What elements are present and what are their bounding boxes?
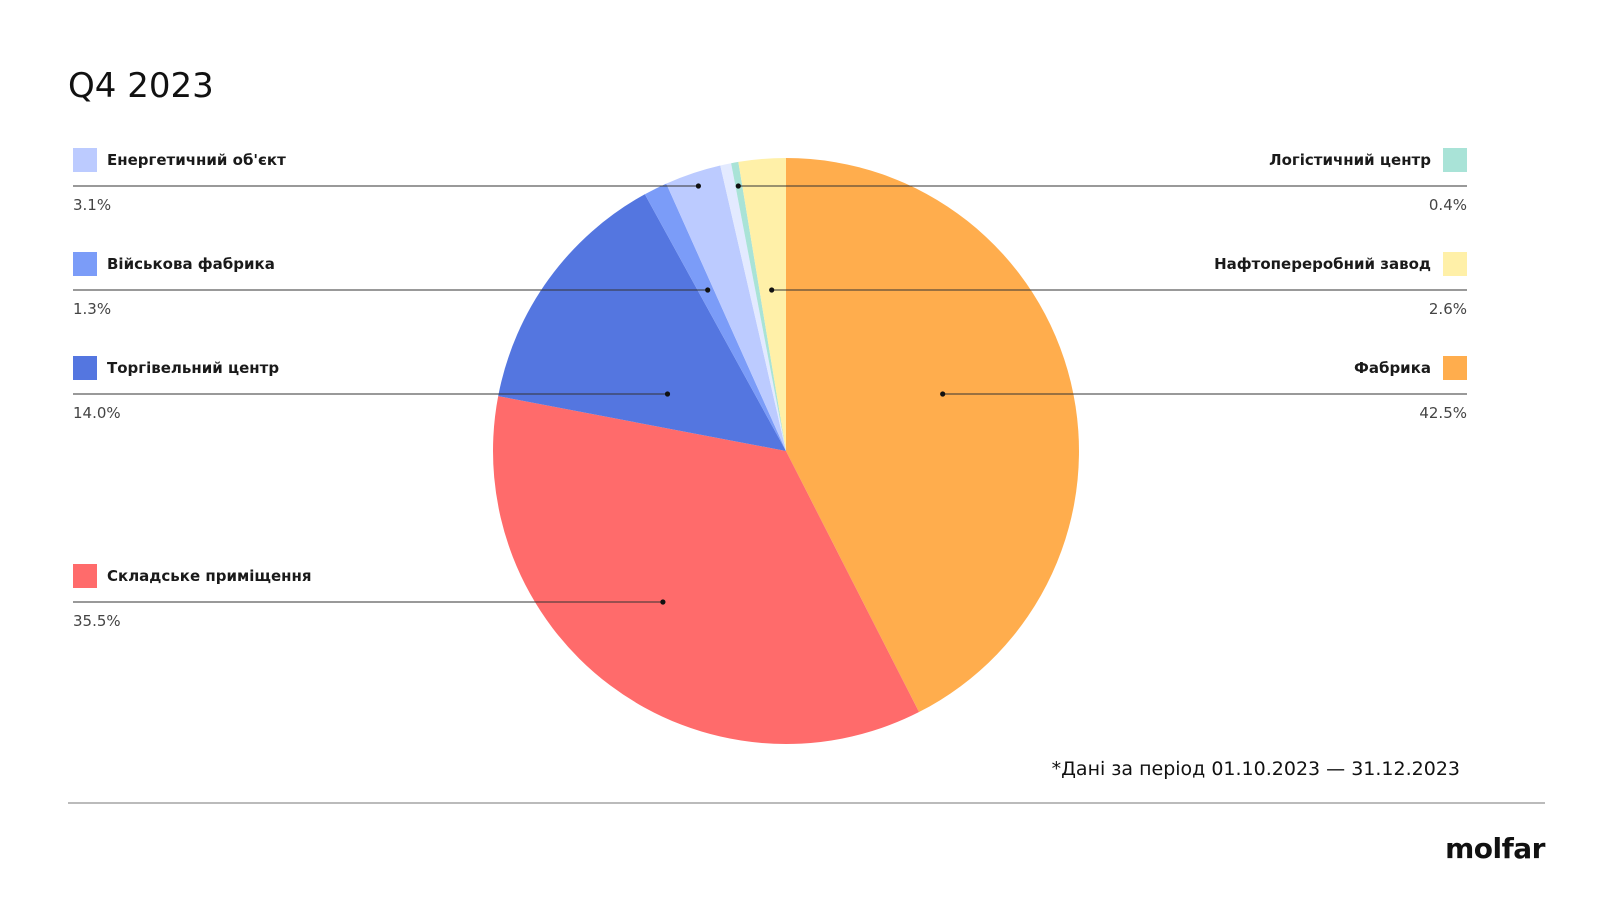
slice-військова-фабрика-value-label: 1.3%	[73, 300, 111, 318]
slice-складське-приміщення	[493, 396, 920, 744]
slice-військова-фабрика-anchor-dot	[705, 287, 711, 293]
slice-військова-фабрика	[644, 183, 786, 451]
slice-енергетичний-об-єкт	[666, 165, 786, 451]
brand-logo: molfar	[1445, 832, 1546, 865]
slice-логістичний-центр-legend-swatch	[1443, 148, 1467, 172]
slice-енергетичний-об-єкт-legend-label: Енергетичний об'єкт	[107, 151, 286, 169]
slice-торгівельний-центр	[498, 194, 786, 452]
slice-логістичний-центр-anchor-dot	[735, 183, 741, 189]
slice-складське-приміщення-anchor-dot	[660, 599, 666, 605]
slice-складське-приміщення-legend-label: Складське приміщення	[107, 567, 312, 585]
slice-торгівельний-центр-legend-swatch	[73, 356, 97, 380]
slice-фабрика-anchor-dot	[940, 391, 946, 397]
slice-енергетичний-об-єкт-anchor-dot	[695, 183, 702, 189]
slice-нафтопереробний-завод-anchor-dot	[769, 287, 775, 293]
slice-нафтопереробний-завод-value-label: 2.6%	[1429, 300, 1467, 318]
slice-фабрика-value-label: 42.5%	[1419, 404, 1467, 422]
slice-нафтопереробний-завод-legend-swatch	[1443, 252, 1467, 276]
slice-складське-приміщення-legend-swatch	[73, 564, 97, 588]
slice-нафтопереробний-завод	[738, 158, 786, 451]
slice-unlabeled	[720, 163, 786, 451]
slice-торгівельний-центр-legend-label: Торгівельний центр	[107, 359, 279, 377]
slice-нафтопереробний-завод-legend-label: Нафтопереробний завод	[1214, 255, 1431, 273]
slice-енергетичний-об-єкт-legend-swatch	[73, 148, 97, 172]
slice-логістичний-центр-legend-label: Логістичний центр	[1269, 151, 1431, 169]
slice-військова-фабрика-legend-label: Військова фабрика	[107, 255, 275, 273]
slice-торгівельний-центр-value-label: 14.0%	[73, 404, 121, 422]
footnote: *Дані за період 01.10.2023 — 31.12.2023	[1052, 758, 1460, 780]
slice-логістичний-центр	[731, 161, 786, 451]
slice-фабрика-legend-swatch	[1443, 356, 1467, 380]
slice-складське-приміщення-value-label: 35.5%	[73, 612, 121, 630]
slice-фабрика-legend-label: Фабрика	[1354, 359, 1431, 377]
chart-title: Q4 2023	[68, 66, 214, 106]
slice-енергетичний-об-єкт-value-label: 3.1%	[73, 196, 111, 214]
slice-торгівельний-центр-anchor-dot	[664, 391, 671, 397]
slice-логістичний-центр-value-label: 0.4%	[1429, 196, 1467, 214]
slice-військова-фабрика-legend-swatch	[73, 252, 97, 276]
slice-фабрика	[786, 158, 1079, 713]
